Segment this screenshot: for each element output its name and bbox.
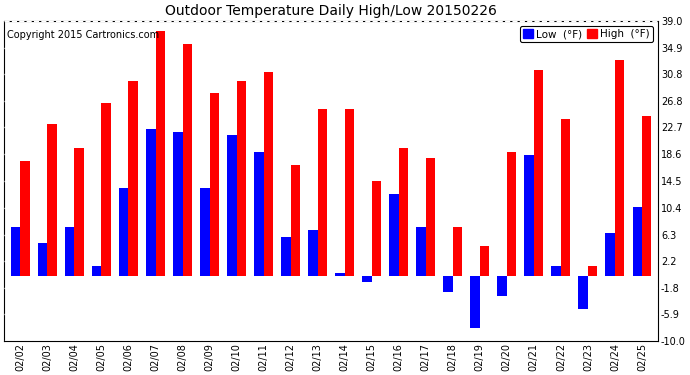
Bar — [155, 30, 165, 276]
Text: Copyright 2015 Cartronics.com: Copyright 2015 Cartronics.com — [8, 30, 159, 40]
Bar — [92, 266, 101, 276]
Bar — [524, 155, 534, 276]
Bar — [578, 276, 588, 309]
Bar — [389, 194, 399, 276]
Legend: Low  (°F), High  (°F): Low (°F), High (°F) — [520, 26, 653, 42]
Bar — [317, 109, 327, 276]
Bar — [362, 276, 372, 282]
Bar — [75, 148, 84, 276]
Bar — [551, 266, 561, 276]
Bar — [290, 165, 300, 276]
Bar — [254, 152, 264, 276]
Bar — [173, 132, 183, 276]
Title: Outdoor Temperature Daily High/Low 20150226: Outdoor Temperature Daily High/Low 20150… — [165, 4, 497, 18]
Bar — [453, 227, 462, 276]
Bar — [48, 124, 57, 276]
Bar — [615, 60, 624, 276]
Bar — [11, 227, 21, 276]
Bar — [282, 237, 290, 276]
Bar — [416, 227, 426, 276]
Bar — [65, 227, 75, 276]
Bar — [345, 109, 354, 276]
Bar — [237, 81, 246, 276]
Bar — [633, 207, 642, 276]
Bar — [372, 181, 381, 276]
Bar — [606, 233, 615, 276]
Bar — [227, 135, 237, 276]
Bar — [534, 70, 543, 276]
Bar — [561, 119, 571, 276]
Bar — [21, 161, 30, 276]
Bar — [507, 152, 516, 276]
Bar — [200, 188, 210, 276]
Bar — [38, 243, 48, 276]
Bar — [642, 116, 651, 276]
Bar — [426, 158, 435, 276]
Bar — [210, 93, 219, 276]
Bar — [335, 273, 345, 276]
Bar — [128, 81, 138, 276]
Bar — [497, 276, 507, 296]
Bar — [183, 44, 192, 276]
Bar — [101, 102, 111, 276]
Bar — [480, 246, 489, 276]
Bar — [308, 230, 317, 276]
Bar — [471, 276, 480, 328]
Bar — [588, 266, 598, 276]
Bar — [264, 72, 273, 276]
Bar — [444, 276, 453, 292]
Bar — [119, 188, 128, 276]
Bar — [146, 129, 155, 276]
Bar — [399, 148, 408, 276]
